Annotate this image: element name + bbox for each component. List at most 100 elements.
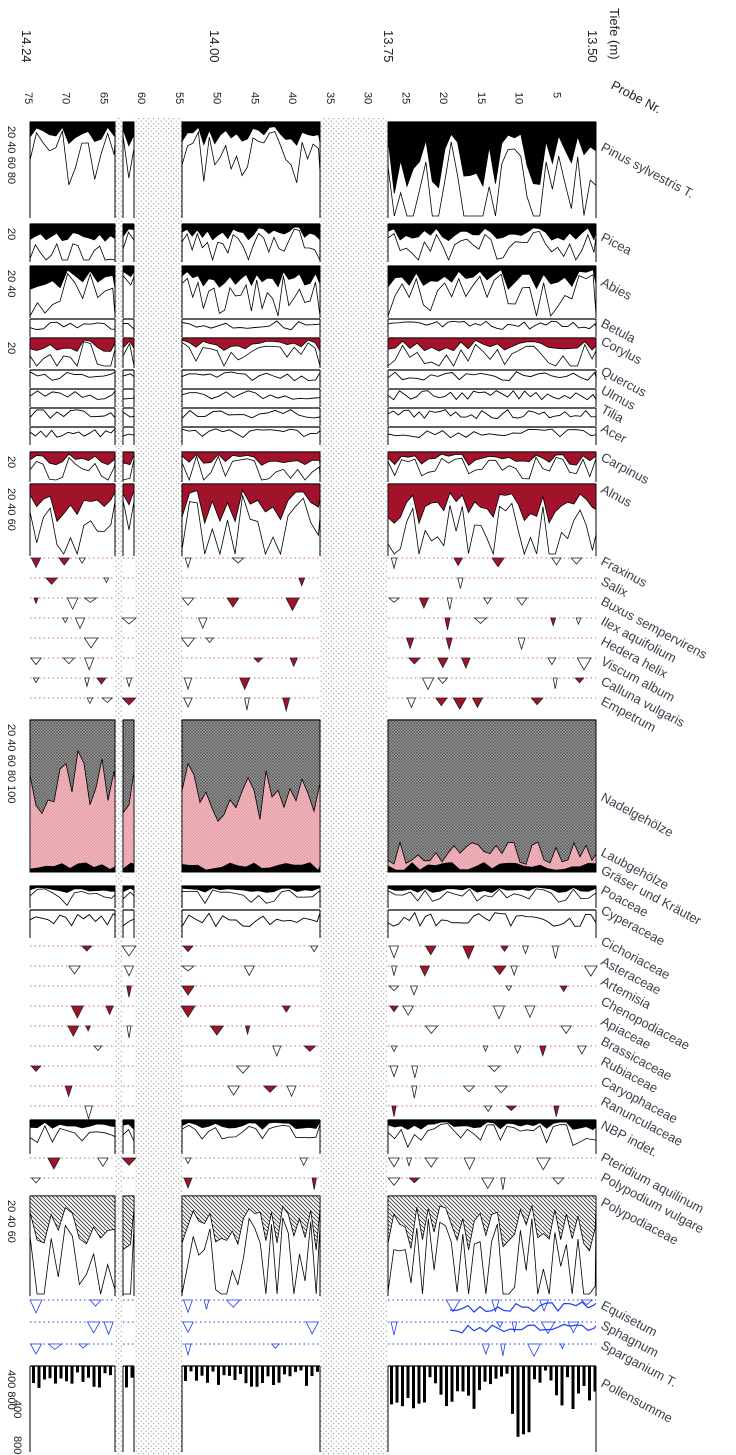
occurrence-mark bbox=[85, 1025, 92, 1032]
graeser-area bbox=[388, 862, 596, 872]
occurrence-mark bbox=[487, 1065, 501, 1073]
panel-carpinus bbox=[29, 451, 597, 482]
pollen-sum-bar bbox=[266, 1366, 270, 1377]
silhouette bbox=[387, 451, 597, 466]
silhouette bbox=[181, 121, 321, 146]
occurrence-mark bbox=[540, 1321, 556, 1335]
taxon-scale-ticks: 20 bbox=[5, 342, 17, 354]
depth-axis-title: Tiefe (m) bbox=[607, 8, 622, 60]
occurrence-mark bbox=[33, 597, 39, 605]
occurrence-mark bbox=[462, 1085, 476, 1093]
occurrence-mark bbox=[492, 965, 507, 976]
pollen-sum-bar bbox=[472, 1366, 476, 1409]
occurrence-mark bbox=[197, 617, 208, 630]
panel-poaceae bbox=[29, 885, 597, 908]
graeser-area bbox=[123, 862, 134, 872]
pollen-sum-bar bbox=[59, 1366, 63, 1379]
pollen-sum-bar bbox=[222, 1366, 226, 1376]
occurrence-mark bbox=[184, 557, 192, 569]
pollen-sum-bar bbox=[516, 1366, 520, 1437]
panel-equisetum bbox=[29, 1299, 597, 1314]
occurrence-mark bbox=[461, 657, 471, 670]
depth-tick: 13.75 bbox=[381, 30, 396, 63]
pollen-sum-bar bbox=[184, 1366, 187, 1381]
panel-calluna-vulgaris bbox=[30, 677, 596, 691]
occurrence-mark bbox=[272, 1045, 282, 1058]
curve bbox=[122, 918, 135, 927]
occurrence-mark bbox=[390, 1045, 398, 1053]
sample-tick: 70 bbox=[60, 92, 72, 104]
pollen-sum-bar bbox=[549, 1366, 553, 1381]
occurrence-mark bbox=[203, 1299, 210, 1310]
pollen-sum-bar bbox=[390, 1366, 393, 1405]
pollen-sum-bar bbox=[195, 1366, 198, 1381]
occurrence-mark bbox=[183, 1177, 193, 1189]
taxon-label: Pinus sylvestris T. bbox=[599, 139, 697, 201]
occurrence-mark bbox=[77, 1343, 89, 1349]
occurrence-mark bbox=[539, 1045, 547, 1058]
taxon-scale-ticks: 20 bbox=[5, 456, 17, 468]
occurrence-mark bbox=[446, 597, 453, 610]
occurrence-mark bbox=[84, 657, 95, 671]
panel-cichoriaceae bbox=[30, 945, 596, 960]
sample-tick: 60 bbox=[135, 92, 147, 104]
occurrence-mark bbox=[471, 697, 484, 709]
occurrence-mark bbox=[411, 1085, 418, 1099]
silhouette bbox=[29, 451, 116, 466]
occurrence-mark bbox=[445, 1299, 461, 1313]
silhouette bbox=[29, 223, 116, 242]
panel-artemisia bbox=[30, 985, 596, 998]
occurrence-mark bbox=[575, 617, 582, 626]
occurrence-mark bbox=[500, 945, 509, 952]
occurrence-mark bbox=[408, 1177, 421, 1184]
occurrence-mark bbox=[305, 1321, 320, 1335]
curve bbox=[181, 371, 321, 382]
occurrence-mark bbox=[89, 1299, 102, 1307]
pollen-sum-tick: 800 bbox=[11, 1436, 23, 1454]
occurrence-mark bbox=[560, 1025, 573, 1035]
occurrence-mark bbox=[181, 985, 195, 996]
exaggeration-curve bbox=[29, 242, 116, 261]
occurrence-mark bbox=[387, 1157, 401, 1168]
occurrence-mark bbox=[551, 557, 562, 566]
panel-polypodiaceae bbox=[29, 1195, 597, 1296]
occurrence-mark bbox=[226, 597, 240, 608]
panel-caryophaceae bbox=[30, 1085, 596, 1099]
occurrence-mark bbox=[388, 985, 400, 992]
panel-picea bbox=[29, 223, 597, 262]
occurrence-mark bbox=[483, 597, 493, 605]
occurrence-mark bbox=[482, 1045, 489, 1053]
occurrence-mark bbox=[243, 965, 255, 977]
sample-tick: 5 bbox=[550, 92, 562, 98]
pollen-sum-bar bbox=[87, 1366, 90, 1378]
pollen-sum-bar bbox=[288, 1366, 292, 1377]
pollen-sum-bar bbox=[467, 1366, 470, 1396]
occurrence-mark bbox=[83, 637, 99, 649]
occurrence-mark bbox=[411, 1065, 419, 1078]
pollen-sum-bar bbox=[489, 1366, 492, 1385]
taxon-label: Alnus bbox=[599, 481, 635, 510]
panel-viscum-album bbox=[30, 657, 596, 671]
occurrence-mark bbox=[30, 557, 42, 569]
pollen-sum-bar bbox=[533, 1366, 536, 1380]
pollen-sum-bar bbox=[43, 1366, 46, 1380]
pollen-sum-bar bbox=[37, 1366, 41, 1388]
pollen-sum-bar bbox=[109, 1366, 112, 1376]
occurrence-mark bbox=[86, 697, 94, 705]
occurrence-mark bbox=[527, 1343, 541, 1358]
pollen-sum-bar bbox=[461, 1366, 465, 1392]
occurrence-mark bbox=[47, 1343, 63, 1350]
occurrence-mark bbox=[576, 657, 592, 671]
occurrence-mark bbox=[235, 1065, 251, 1074]
occurrence-mark bbox=[70, 1005, 84, 1019]
exaggeration-curve bbox=[181, 1217, 321, 1295]
occurrence-mark bbox=[239, 677, 251, 691]
pollen-sum-bar bbox=[272, 1366, 275, 1386]
occurrence-mark bbox=[299, 1157, 309, 1167]
occurrence-mark bbox=[29, 1343, 43, 1355]
exaggeration-curve bbox=[29, 501, 116, 556]
pollen-sum-bar bbox=[566, 1366, 569, 1378]
scale-ticks: 20 40 60 80 20 20 40 20 20 20 40 60 20 40 60 8… bbox=[5, 30, 600, 1454]
occurrence-mark bbox=[289, 657, 298, 668]
